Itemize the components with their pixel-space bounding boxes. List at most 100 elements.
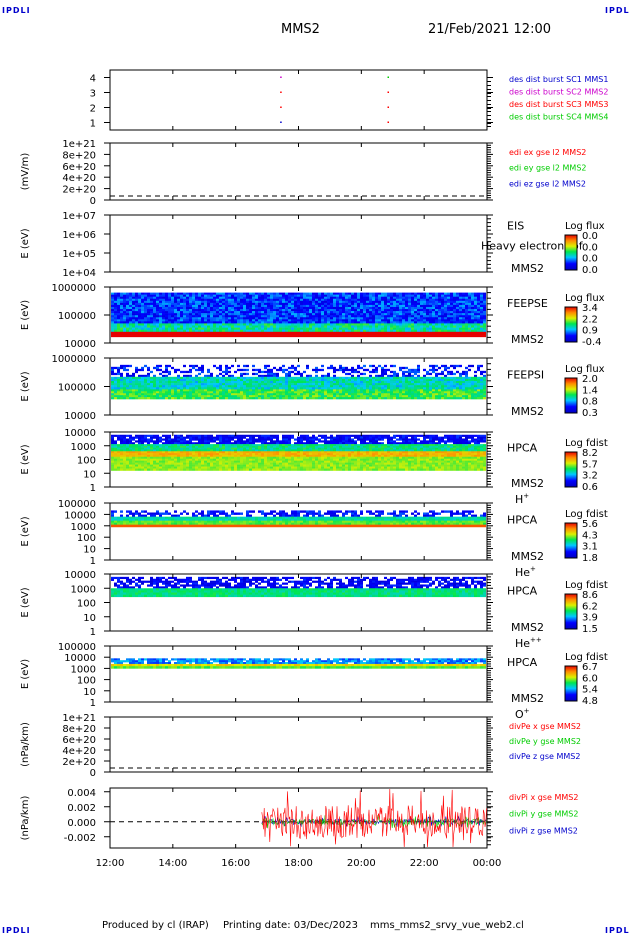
heatmap-cell (363, 305, 366, 307)
heatmap-cell (150, 389, 153, 391)
heatmap-cell (483, 385, 486, 387)
heatmap-cell (177, 381, 180, 383)
heatmap-cell (282, 395, 285, 397)
heatmap-cell (246, 387, 249, 389)
heatmap-cell (303, 307, 306, 309)
heatmap-cell (234, 393, 237, 395)
heatmap-cell (189, 307, 192, 309)
heatmap-cell (162, 381, 165, 383)
heatmap-cell (402, 293, 405, 295)
heatmap-cell (408, 383, 411, 385)
heatmap-cell (168, 379, 171, 381)
heatmap-cell (411, 305, 414, 307)
heatmap-cell (210, 335, 213, 337)
heatmap-cell (483, 323, 486, 325)
heatmap-cell (264, 375, 267, 377)
heatmap-cell (258, 321, 261, 323)
heatmap-cell (120, 444, 123, 446)
heatmap-cell (264, 295, 267, 297)
heatmap-cell (159, 381, 162, 383)
heatmap-cell (198, 395, 201, 397)
heatmap-cell (183, 326, 186, 328)
heatmap-cell (417, 335, 420, 337)
heatmap-cell (147, 299, 150, 301)
heatmap-cell (126, 440, 129, 442)
heatmap-cell (123, 448, 126, 450)
heatmap-cell (480, 321, 483, 323)
heatmap-cell (162, 326, 165, 328)
heatmap-cell (120, 461, 123, 463)
heatmap-cell (297, 319, 300, 321)
heatmap-cell (246, 293, 249, 295)
burst-marker (388, 107, 390, 109)
heatmap-cell (168, 326, 171, 328)
heatmap-cell (429, 297, 432, 299)
heatmap-cell (246, 335, 249, 337)
heatmap-cell (243, 313, 246, 315)
heatmap-cell (201, 313, 204, 315)
heatmap-cell (372, 293, 375, 295)
heatmap-cell (219, 381, 222, 383)
heatmap-cell (267, 381, 270, 383)
heatmap-cell (294, 311, 297, 313)
heatmap-cell (165, 369, 168, 371)
heatmap-cell (171, 313, 174, 315)
heatmap-cell (429, 299, 432, 301)
heatmap-cell (270, 303, 273, 305)
heatmap-cell (201, 293, 204, 295)
heatmap-cell (135, 387, 138, 389)
heatmap-cell (138, 455, 141, 457)
heatmap-cell (438, 395, 441, 397)
heatmap-cell (273, 319, 276, 321)
heatmap-cell (111, 469, 114, 471)
heatmap-cell (111, 335, 114, 337)
heatmap-cell (162, 371, 165, 373)
heatmap-cell (174, 395, 177, 397)
heatmap-cell (423, 375, 426, 377)
heatmap-cell (471, 303, 474, 305)
heatmap-cell (330, 397, 333, 399)
heatmap-cell (204, 397, 207, 399)
heatmap-cell (408, 299, 411, 301)
heatmap-cell (249, 377, 252, 379)
heatmap-cell (315, 393, 318, 395)
heatmap-cell (447, 319, 450, 321)
heatmap-cell (381, 315, 384, 317)
heatmap-cell (357, 305, 360, 307)
heatmap-cell (261, 319, 264, 321)
heatmap-cell (360, 313, 363, 315)
heatmap-cell (123, 467, 126, 469)
heatmap-cell (129, 335, 132, 337)
heatmap-cell (186, 395, 189, 397)
heatmap-cell (396, 387, 399, 389)
heatmap-cell (267, 321, 270, 323)
heatmap-cell (120, 323, 123, 325)
heatmap-cell (120, 397, 123, 399)
heatmap-cell (426, 389, 429, 391)
heatmap-cell (171, 387, 174, 389)
heatmap-cell (177, 301, 180, 303)
heatmap-cell (372, 301, 375, 303)
heatmap-cell (255, 395, 258, 397)
heatmap-cell (123, 385, 126, 387)
heatmap-cell (255, 297, 258, 299)
heatmap-cell (270, 395, 273, 397)
heatmap-cell (447, 303, 450, 305)
heatmap-cell (366, 317, 369, 319)
heatmap-cell (186, 335, 189, 337)
heatmap-cell (132, 459, 135, 461)
heatmap-cell (210, 307, 213, 309)
heatmap-cell (345, 309, 348, 311)
heatmap-cell (315, 319, 318, 321)
heatmap-cell (252, 385, 255, 387)
heatmap-cell (231, 335, 234, 337)
heatmap-cell (318, 395, 321, 397)
heatmap-cell (120, 321, 123, 323)
heatmap-cell (141, 303, 144, 305)
heatmap-cell (228, 303, 231, 305)
heatmap-cell (111, 307, 114, 309)
heatmap-cell (336, 377, 339, 379)
heatmap-cell (165, 303, 168, 305)
heatmap-cell (387, 397, 390, 399)
heatmap-cell (261, 297, 264, 299)
